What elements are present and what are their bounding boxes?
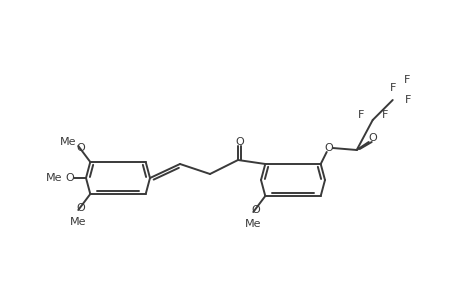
Text: O: O xyxy=(76,203,84,213)
Text: Me: Me xyxy=(70,217,86,227)
Text: F: F xyxy=(403,75,409,85)
Text: O: O xyxy=(76,143,84,153)
Text: F: F xyxy=(357,110,363,120)
Text: F: F xyxy=(381,110,387,120)
Text: Me: Me xyxy=(45,173,62,183)
Text: O: O xyxy=(324,143,332,153)
Text: O: O xyxy=(368,133,376,143)
Text: O: O xyxy=(250,205,259,215)
Text: F: F xyxy=(389,83,395,93)
Text: O: O xyxy=(235,137,244,147)
Text: O: O xyxy=(66,173,74,183)
Text: Me: Me xyxy=(60,137,76,147)
Text: Me: Me xyxy=(245,219,261,229)
Text: F: F xyxy=(403,95,410,105)
